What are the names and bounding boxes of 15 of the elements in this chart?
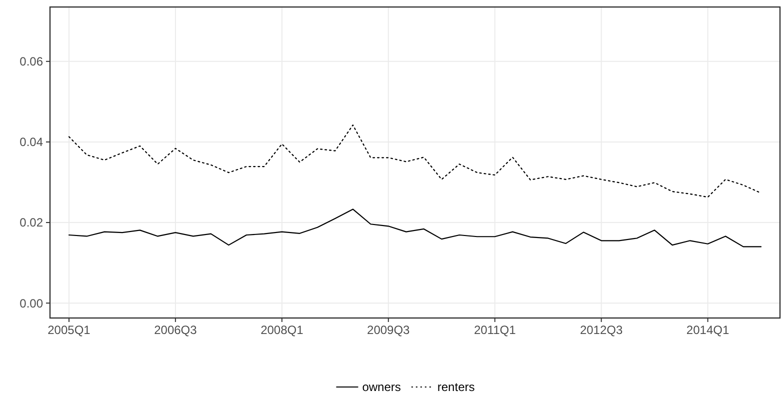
line-series <box>68 208 762 248</box>
x-tick-label: 2005Q1 <box>48 323 91 337</box>
y-tick-label: 0.02 <box>20 216 44 230</box>
y-tick-label: 0.00 <box>20 296 44 310</box>
x-tick-label: 2011Q1 <box>474 323 516 337</box>
legend-label: owners <box>362 380 401 394</box>
x-tick-label: 2014Q1 <box>686 323 730 337</box>
x-tick-label: 2012Q3 <box>580 323 623 337</box>
y-tick-label: 0.06 <box>20 54 44 69</box>
x-tick-label: 2006Q3 <box>154 323 198 337</box>
legend-label: renters <box>437 380 475 394</box>
x-tick-label: 2008Q1 <box>260 323 304 337</box>
y-tick-label: 0.04 <box>20 135 44 150</box>
x-tick-label: 2009Q3 <box>367 323 410 337</box>
line-series <box>68 124 762 198</box>
